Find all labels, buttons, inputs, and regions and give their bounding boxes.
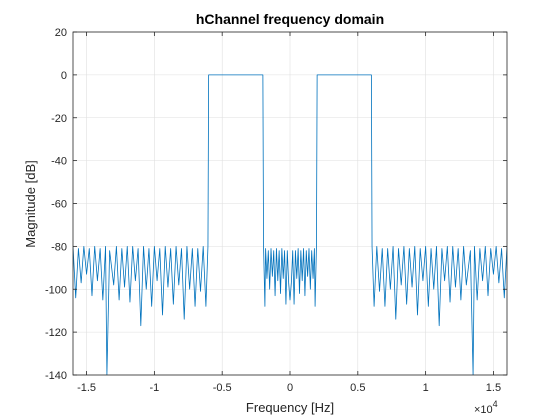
y-tick-label: -140 — [45, 370, 67, 382]
y-tick-label: -120 — [45, 327, 67, 339]
magnitude-response-line — [73, 74, 507, 375]
x-tick-label: -1 — [149, 382, 159, 394]
x-tick-label: 0 — [287, 382, 293, 394]
y-tick-label: -60 — [51, 199, 67, 211]
x-tick-label: 0.5 — [350, 382, 365, 394]
x-tick-label: 1.5 — [486, 382, 501, 394]
y-tick-labels: -140 -120 -100 -80 -60 -40 -20 0 20 — [45, 27, 67, 382]
x-tick-label: 1 — [423, 382, 429, 394]
y-tick-label: -100 — [45, 284, 67, 296]
y-tick-label: 0 — [61, 70, 67, 82]
tick-marks — [73, 31, 507, 376]
x-axis-label: Frequency [Hz] — [246, 400, 334, 415]
x-tick-label: -0.5 — [213, 382, 232, 394]
y-tick-label: -80 — [51, 241, 67, 253]
x-tick-label: -1.5 — [77, 382, 96, 394]
x-exponent-label: ×104 — [474, 399, 498, 416]
y-axis-label: Magnitude [dB] — [23, 160, 38, 247]
y-tick-label: 20 — [55, 27, 67, 39]
x-tick-labels: -1.5 -1 -0.5 0 0.5 1 1.5 — [77, 382, 501, 394]
y-tick-label: -40 — [51, 156, 67, 168]
chart-title: hChannel frequency domain — [196, 11, 384, 27]
y-tick-label: -20 — [51, 113, 67, 125]
